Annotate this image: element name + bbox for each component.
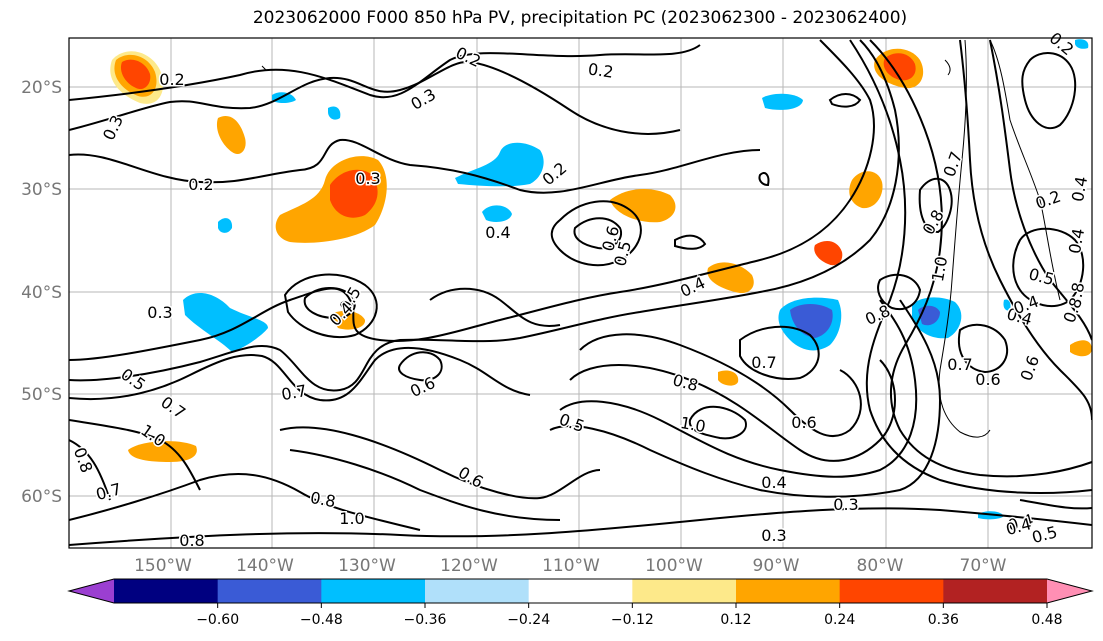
precip-negative-region [272, 92, 296, 103]
contour-label: 0.3 [833, 495, 858, 514]
lon-label: 130°W [338, 556, 396, 576]
lat-label: 20°S [21, 78, 62, 98]
map-frame [68, 37, 1093, 549]
precip-negative-region [328, 106, 341, 120]
colorbar-tick-label: 0.24 [824, 612, 855, 628]
contour-label: 0.7 [947, 355, 972, 374]
latitude-labels: 20°S 30°S 40°S 50°S 60°S [21, 78, 62, 507]
contour-label: 0.7 [280, 381, 308, 404]
coastline [261, 39, 1061, 438]
colorbar-segment [528, 579, 633, 603]
lon-label: 100°W [645, 556, 703, 576]
colorbar-extend-min [69, 579, 114, 603]
precip-positive-region [718, 370, 739, 386]
precip-positive-region [216, 116, 246, 155]
precip-positive-region [814, 240, 843, 266]
colorbar-segment [632, 579, 737, 603]
contour-label: 0.2 [587, 59, 615, 81]
contour-label: 0.7 [751, 353, 776, 372]
colorbar-segment [839, 579, 944, 603]
lon-label: 70°W [960, 556, 1007, 576]
colorbar: −0.60 −0.48 −0.36 −0.24 −0.12 0.12 0.24 0.36 0.4… [67, 578, 1094, 628]
lon-label: 120°W [440, 556, 498, 576]
contour-label: 1.0 [339, 509, 364, 528]
colorbar-segment [114, 579, 219, 603]
precip-positive-region [610, 188, 676, 223]
colorbar-tick-label: 0.48 [1031, 612, 1062, 628]
colorbar-outline [67, 578, 1094, 604]
precip-negative-region [183, 293, 268, 352]
precip-positive-region [330, 310, 366, 330]
colorbar-tick-label: 0.12 [720, 612, 751, 628]
precip-positive-region [849, 171, 883, 209]
colorbar-segment [425, 579, 530, 603]
contour-label: 0.6 [975, 370, 1000, 389]
contour-label: 0.4 [761, 473, 786, 492]
colorbar-tick-label: −0.12 [611, 612, 654, 628]
precip-positive-region [1070, 340, 1092, 357]
contour-label: 0.2 [188, 175, 213, 194]
precip-negative-region [1003, 299, 1011, 311]
contour-label: 0.3 [355, 169, 380, 188]
contour-label: 0.4 [1068, 175, 1091, 203]
colorbar-tick-label: −0.24 [507, 612, 550, 628]
map-title: 2023062000 F000 850 hPa PV, precipitatio… [252, 8, 908, 28]
precip-negative-region [1075, 39, 1089, 49]
lon-label: 80°W [857, 556, 904, 576]
contour-label: 0.8 [179, 531, 204, 550]
precip-positive-region [883, 53, 916, 81]
lon-label: 140°W [236, 556, 294, 576]
contour-label: 0.4 [485, 223, 510, 242]
longitude-labels: 150°W 140°W 130°W 120°W 110°W 100°W 90°W… [134, 556, 1007, 576]
colorbar-tick-label: −0.60 [196, 612, 239, 628]
pv-contours [69, 39, 1092, 546]
lat-label: 60°S [21, 487, 62, 507]
lon-label: 110°W [542, 556, 600, 576]
lon-label: 150°W [134, 556, 192, 576]
map-area [69, 38, 1092, 548]
lat-label: 40°S [21, 283, 62, 303]
precip-shading [110, 39, 1092, 520]
lat-label: 50°S [21, 385, 62, 405]
colorbar-tick-label: 0.36 [928, 612, 959, 628]
contour-label: 0.3 [147, 303, 172, 322]
precip-negative-region [762, 93, 803, 110]
colorbar-segment [736, 579, 841, 603]
precip-negative-region [218, 218, 233, 233]
colorbar-segment [217, 579, 322, 603]
contour-label: 0.6 [791, 413, 816, 432]
precip-negative-region [482, 205, 512, 222]
colorbar-segment [943, 579, 1048, 603]
precip-positive-region [330, 169, 378, 218]
lon-label: 90°W [753, 556, 800, 576]
precip-positive-region [120, 59, 151, 90]
contour-label: 0.8 [1065, 281, 1088, 309]
contour-label: 0.2 [159, 70, 184, 89]
contour-label: 0.3 [761, 526, 786, 545]
colorbar-segment [321, 579, 426, 603]
colorbar-tick-label: −0.36 [404, 612, 447, 628]
lat-label: 30°S [21, 180, 62, 200]
colorbar-tick-label: −0.48 [300, 612, 343, 628]
colorbar-extend-max [1047, 579, 1092, 603]
